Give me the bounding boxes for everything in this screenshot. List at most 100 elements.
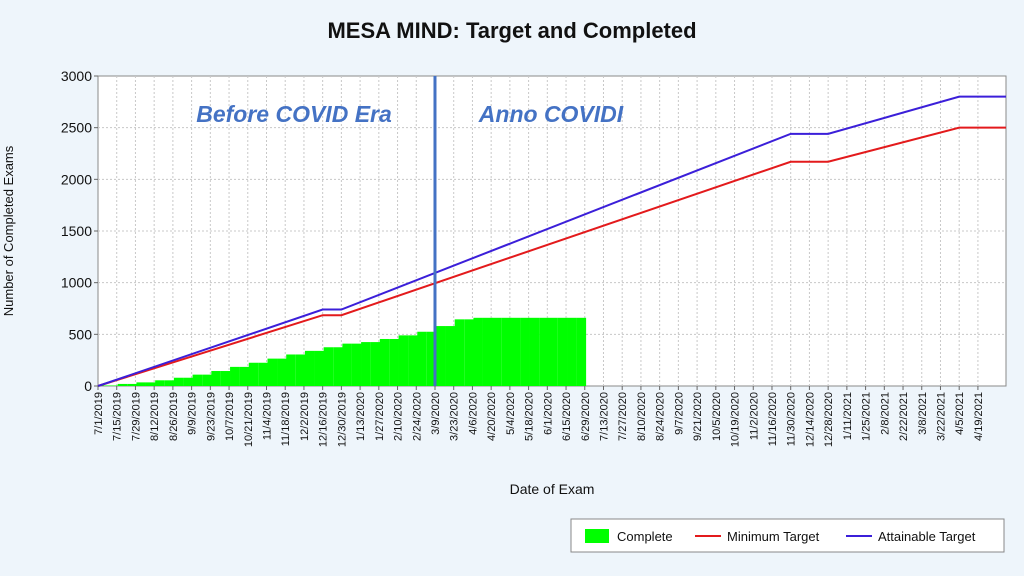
complete-bar xyxy=(464,319,474,386)
complete-bar xyxy=(145,382,156,386)
x-tick-label: 4/5/2021 xyxy=(954,392,966,435)
complete-bar xyxy=(333,347,343,386)
x-tick-label: 7/29/2019 xyxy=(130,392,142,441)
complete-bar xyxy=(501,317,512,386)
x-tick-label: 2/8/2021 xyxy=(879,392,891,435)
annotations: Before COVID Era Anno COVIDI xyxy=(196,101,624,127)
x-tick-label: 7/27/2020 xyxy=(617,392,629,441)
x-tick-label: 11/18/2019 xyxy=(280,392,292,446)
complete-bar xyxy=(576,317,587,386)
x-tick-label: 7/1/2019 xyxy=(93,392,105,435)
grid-lines xyxy=(98,76,1006,386)
complete-bar xyxy=(539,317,549,386)
x-tick-label: 6/15/2020 xyxy=(561,392,573,441)
complete-bar xyxy=(408,335,418,386)
x-tick-label: 12/30/2019 xyxy=(336,392,348,447)
y-tick-label: 0 xyxy=(84,378,92,394)
complete-bar xyxy=(164,380,175,386)
complete-bar xyxy=(426,331,437,386)
complete-bar xyxy=(220,371,231,386)
x-tick-label: 5/18/2020 xyxy=(524,392,536,441)
legend: Complete Minimum Target Attainable Target xyxy=(570,518,1005,553)
complete-bar xyxy=(520,317,530,386)
legend-label: Complete xyxy=(617,529,673,544)
complete-bar xyxy=(482,317,493,386)
x-tick-label: 1/25/2021 xyxy=(861,392,873,441)
x-tick-label: 12/14/2020 xyxy=(804,392,816,447)
complete-bar xyxy=(435,326,446,386)
attainable-target-line xyxy=(97,95,1006,387)
complete-bar xyxy=(342,343,352,386)
complete-bar xyxy=(173,377,184,386)
complete-bar xyxy=(379,338,390,386)
x-tick-label: 5/4/2020 xyxy=(505,392,517,435)
x-tick-label: 9/9/2019 xyxy=(187,392,199,435)
x-tick-label: 2/24/2020 xyxy=(411,392,423,441)
complete-bar xyxy=(548,317,558,386)
x-tick-label: 6/1/2020 xyxy=(542,392,554,435)
x-tick-label: 10/5/2020 xyxy=(711,392,723,441)
y-axis-label: Number of Completed Exams xyxy=(1,145,16,316)
complete-bar xyxy=(557,317,568,386)
x-tick-label: 11/30/2020 xyxy=(786,392,798,446)
complete-bar xyxy=(295,354,306,386)
x-tick-label: 3/9/2020 xyxy=(430,392,442,435)
x-tick-label: 8/10/2020 xyxy=(636,392,648,441)
complete-bar xyxy=(286,354,296,386)
complete-bar xyxy=(445,326,456,386)
complete-bar xyxy=(529,317,540,386)
complete-bar xyxy=(183,377,193,386)
complete-bars xyxy=(99,317,587,386)
x-tick-label: 2/10/2020 xyxy=(393,392,405,441)
x-tick-label: 10/21/2019 xyxy=(243,392,255,447)
complete-bar xyxy=(248,362,259,386)
complete-bar xyxy=(314,350,325,386)
x-tick-label: 9/7/2020 xyxy=(673,392,685,435)
annotation-before-covid: Before COVID Era xyxy=(196,101,392,127)
x-tick-label: 10/7/2019 xyxy=(224,392,236,441)
x-tick-label: 8/12/2019 xyxy=(149,392,161,441)
complete-bar xyxy=(454,319,465,386)
x-tick-label: 10/19/2020 xyxy=(730,392,742,447)
complete-bar xyxy=(192,374,203,386)
complete-bar xyxy=(230,366,240,386)
legend-box xyxy=(570,518,1005,553)
y-tick-label: 2000 xyxy=(61,171,92,187)
x-tick-label: 3/23/2020 xyxy=(449,392,461,441)
complete-bar xyxy=(155,380,165,386)
x-tick-label: 12/2/2019 xyxy=(299,392,311,441)
x-tick-label: 1/27/2020 xyxy=(374,392,386,441)
x-tick-label: 8/24/2020 xyxy=(655,392,667,441)
x-tick-label: 7/15/2019 xyxy=(112,392,124,441)
complete-bar xyxy=(323,347,334,386)
y-tick-label: 1500 xyxy=(61,223,92,239)
complete-bar xyxy=(239,366,250,386)
x-tick-label: 11/4/2019 xyxy=(261,392,273,440)
complete-bar xyxy=(510,317,521,386)
x-tick-label: 4/20/2020 xyxy=(486,392,498,441)
complete-bar xyxy=(117,383,128,386)
y-tick-label: 2500 xyxy=(61,120,92,136)
legend-swatch-complete xyxy=(585,529,609,543)
x-tick-label: 11/2/2020 xyxy=(748,392,760,440)
complete-bar xyxy=(258,362,268,386)
x-tick-label: 9/21/2020 xyxy=(692,392,704,441)
x-tick-label: 9/23/2019 xyxy=(205,392,217,441)
complete-bar xyxy=(277,358,287,386)
complete-bar xyxy=(108,385,119,386)
x-axis-ticks: 7/1/2019 7/15/2019 7/29/2019 8/12/2019 8/26/… xyxy=(93,386,985,447)
y-tick-label: 500 xyxy=(69,326,93,342)
complete-bar xyxy=(351,343,362,386)
complete-bar xyxy=(136,382,146,386)
complete-bar xyxy=(267,358,278,386)
x-tick-label: 12/16/2019 xyxy=(318,392,330,447)
complete-bar xyxy=(389,338,399,386)
complete-bar xyxy=(99,385,109,386)
complete-bar xyxy=(127,383,137,386)
complete-bar xyxy=(202,374,212,386)
x-tick-label: 6/29/2020 xyxy=(580,392,592,441)
y-tick-label: 3000 xyxy=(61,68,92,84)
legend-label: Attainable Target xyxy=(878,529,976,544)
